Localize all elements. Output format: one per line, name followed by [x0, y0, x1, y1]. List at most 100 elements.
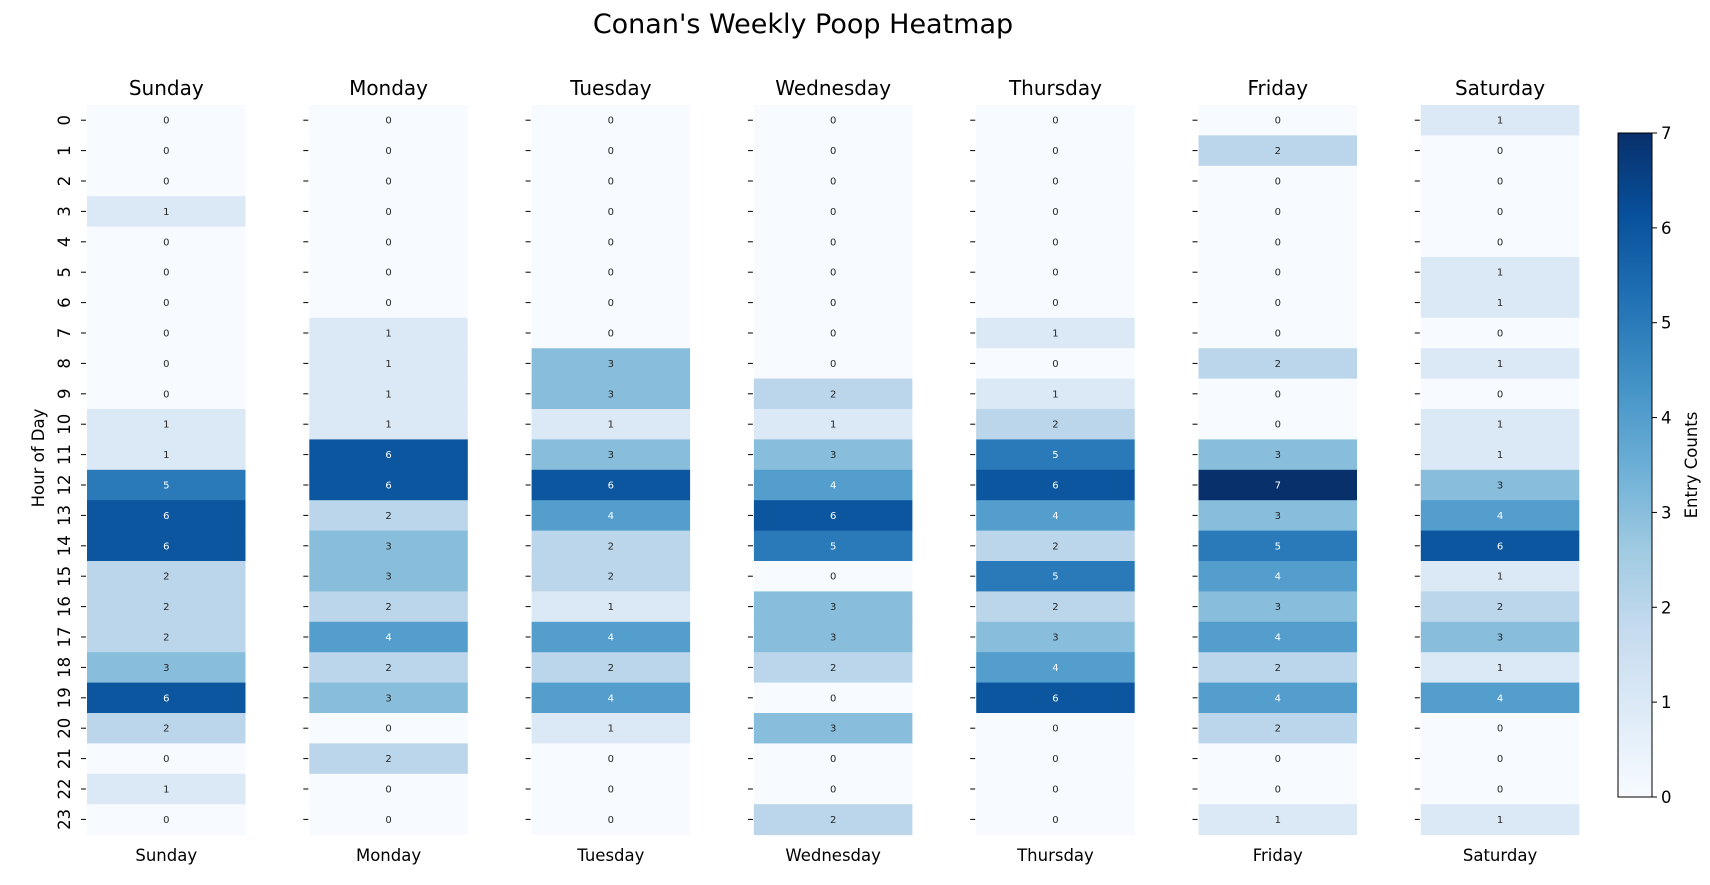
y-tick-label: 17	[55, 627, 74, 648]
heatmap-cell	[1198, 317, 1357, 349]
cell-value-label: 4	[1275, 633, 1281, 644]
cell-value-label: 0	[608, 237, 614, 248]
cell-value-label: 1	[1497, 268, 1503, 279]
heatmap-cell	[87, 652, 246, 684]
heatmap-cell	[753, 165, 913, 197]
heatmap-cell	[976, 409, 1135, 440]
cell-value-label: 0	[608, 785, 614, 796]
cell-value-label: 6	[830, 511, 836, 522]
cell-value-label: 0	[385, 146, 391, 157]
heatmap-cell	[531, 257, 691, 288]
heatmap-cell	[531, 773, 691, 805]
cell-value-label: 0	[163, 329, 169, 340]
heatmap-cell	[976, 773, 1135, 805]
cell-value-label: 0	[385, 268, 391, 279]
heatmap-cell	[1198, 257, 1357, 288]
cell-value-label: 0	[163, 359, 169, 370]
cell-value-label: 3	[1275, 511, 1281, 522]
heatmap-cell	[976, 105, 1135, 136]
cell-value-label: 3	[163, 663, 169, 674]
cell-value-label: 1	[1497, 815, 1503, 826]
cell-value-label: 1	[1052, 329, 1058, 340]
cell-value-label: 0	[830, 754, 836, 765]
heatmap-cell	[976, 743, 1135, 775]
day-panel-thursday: Thursday 0 0 0 0 0 0 0 1 0 1 2 5 6 4 2 5 2 3 4 6 0 0 0 0 Thursday	[970, 76, 1135, 865]
heatmap-cell	[1198, 378, 1357, 410]
cell-value-label: 2	[1275, 724, 1281, 735]
y-tick-label: 16	[55, 596, 74, 617]
cell-value-label: 0	[1052, 298, 1058, 309]
cell-value-label: 3	[830, 724, 836, 735]
heatmap-cell	[531, 378, 691, 410]
cell-value-label: 3	[608, 450, 614, 461]
heatmap-cell	[531, 409, 691, 440]
cell-value-label: 0	[163, 146, 169, 157]
heatmap-cell	[309, 530, 468, 562]
heatmap-cell	[753, 378, 913, 410]
y-tick-label: 20	[55, 718, 74, 739]
cell-value-label: 3	[1052, 633, 1058, 644]
heatmap-cell	[976, 591, 1135, 623]
heatmap-cell	[531, 469, 691, 501]
heatmap-cell	[531, 621, 691, 653]
heatmap-cell	[1420, 652, 1580, 684]
heatmap-cell	[87, 317, 246, 349]
heatmap-cell	[1420, 105, 1580, 136]
heatmap-cell	[1420, 591, 1580, 623]
cell-value-label: 0	[163, 237, 169, 248]
cell-value-label: 0	[608, 207, 614, 218]
heatmap-cell	[1420, 287, 1580, 319]
y-tick-label: 7	[55, 328, 74, 339]
cell-value-label: 2	[163, 602, 169, 613]
heatmap-cell	[753, 196, 913, 228]
x-tick-label: Saturday	[1463, 846, 1538, 865]
y-tick-label: 2	[55, 176, 74, 187]
cell-value-label: 5	[163, 481, 169, 492]
heatmap-cell	[531, 165, 691, 197]
heatmap-cell	[87, 561, 246, 592]
colorbar-tick-label: 4	[1661, 409, 1672, 428]
colorbar-tick-label: 7	[1661, 124, 1672, 143]
cell-value-label: 1	[1497, 359, 1503, 370]
cell-value-label: 4	[830, 481, 836, 492]
cell-value-label: 1	[385, 420, 391, 431]
heatmap-cell	[87, 439, 246, 471]
y-axis-label: Hour of Day	[29, 408, 48, 507]
heatmap-cell	[531, 743, 691, 775]
heatmap-cell	[1198, 287, 1357, 319]
heatmap-cell	[531, 287, 691, 319]
heatmap-cell	[753, 348, 913, 380]
cell-value-label: 0	[1052, 177, 1058, 188]
day-panel-friday: Friday 0 2 0 0 0 0 0 0 2 0 0 3 7 3 5 4 3 4 2 4 2 0 0 1 Friday	[1192, 76, 1357, 865]
cell-value-label: 3	[385, 572, 391, 583]
heatmap-cell	[309, 561, 468, 592]
heatmap-cell	[309, 378, 468, 410]
cell-value-label: 0	[385, 785, 391, 796]
heatmap-cell	[87, 257, 246, 288]
heatmap-cell	[1198, 652, 1357, 684]
heatmap-cell	[1198, 682, 1357, 714]
cell-value-label: 3	[1497, 481, 1503, 492]
cell-value-label: 0	[1497, 146, 1503, 157]
cell-value-label: 0	[830, 693, 836, 704]
cell-value-label: 2	[163, 724, 169, 735]
heatmap-cell	[753, 135, 913, 167]
heatmap-cell	[753, 621, 913, 653]
cell-value-label: 2	[830, 815, 836, 826]
cell-value-label: 4	[1052, 663, 1058, 674]
heatmap-cell	[753, 105, 913, 136]
heatmap-cell	[976, 165, 1135, 197]
heatmap-cell	[309, 409, 468, 440]
heatmap-cell	[531, 348, 691, 380]
cell-value-label: 1	[1497, 572, 1503, 583]
cell-value-label: 1	[1275, 815, 1281, 826]
cell-value-label: 2	[385, 663, 391, 674]
heatmap-cell	[753, 409, 913, 440]
day-panel-monday: Monday 0 0 0 0 0 0 0 1 1 1 1 6 6 2 3 3 2 4 2 3 0 2 0 0 Monday	[303, 76, 468, 865]
cell-value-label: 2	[1497, 602, 1503, 613]
cell-value-label: 3	[608, 389, 614, 400]
heatmap-cell	[531, 804, 691, 836]
cell-value-label: 0	[1052, 724, 1058, 735]
cell-value-label: 0	[163, 268, 169, 279]
